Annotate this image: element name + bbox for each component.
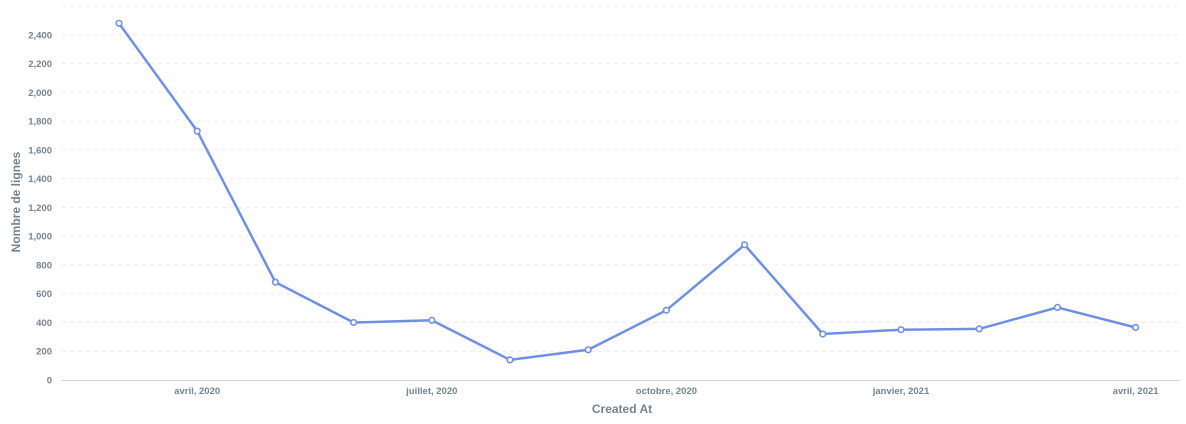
data-point[interactable] bbox=[662, 306, 671, 314]
y-axis-title: Nombre de lignes bbox=[9, 151, 23, 252]
data-point[interactable] bbox=[506, 356, 514, 364]
y-tick-label: 1,000 bbox=[28, 232, 52, 243]
data-point[interactable] bbox=[350, 318, 358, 327]
x-tick-label: juillet, 2020 bbox=[405, 386, 457, 397]
data-point[interactable] bbox=[1131, 323, 1140, 332]
x-tick-label: avril, 2021 bbox=[1113, 386, 1160, 397]
y-tick-label: 1,800 bbox=[28, 117, 52, 128]
y-tick-label: 2,400 bbox=[28, 30, 52, 41]
x-tick-label: janvier, 2021 bbox=[872, 386, 930, 397]
x-tick-label: octobre, 2020 bbox=[636, 386, 697, 397]
data-point[interactable] bbox=[1053, 303, 1061, 312]
y-tick-label: 2,200 bbox=[28, 59, 52, 70]
x-axis-title: Created At bbox=[592, 402, 652, 416]
y-tick-label: 600 bbox=[36, 289, 52, 300]
data-point[interactable] bbox=[819, 330, 827, 338]
y-tick-label: 400 bbox=[36, 318, 52, 329]
data-point[interactable] bbox=[584, 346, 592, 354]
data-point[interactable] bbox=[193, 127, 201, 135]
y-tick-label: 1,600 bbox=[28, 145, 52, 156]
y-tick-label: 1,200 bbox=[28, 203, 52, 214]
y-tick-label: 0 bbox=[47, 376, 52, 387]
x-tick-label: avril, 2020 bbox=[174, 386, 220, 397]
data-point[interactable] bbox=[428, 316, 436, 324]
data-point[interactable] bbox=[975, 325, 983, 333]
data-point[interactable] bbox=[740, 241, 749, 249]
y-tick-label: 1,400 bbox=[28, 174, 52, 185]
y-tick-label: 800 bbox=[36, 260, 52, 271]
y-tick-label: 2,000 bbox=[28, 88, 52, 99]
data-point[interactable] bbox=[897, 326, 905, 334]
grid-layer bbox=[62, 5, 1180, 352]
data-point[interactable] bbox=[271, 278, 280, 286]
series-layer bbox=[115, 19, 1140, 364]
y-tick-label: 200 bbox=[36, 347, 52, 358]
series-line bbox=[117, 22, 1137, 362]
data-point[interactable] bbox=[115, 19, 123, 27]
axis-layer: 0 200 400 600 800 1,000 1,200 1,400 1,600 1,800 2,… bbox=[28, 30, 1180, 397]
